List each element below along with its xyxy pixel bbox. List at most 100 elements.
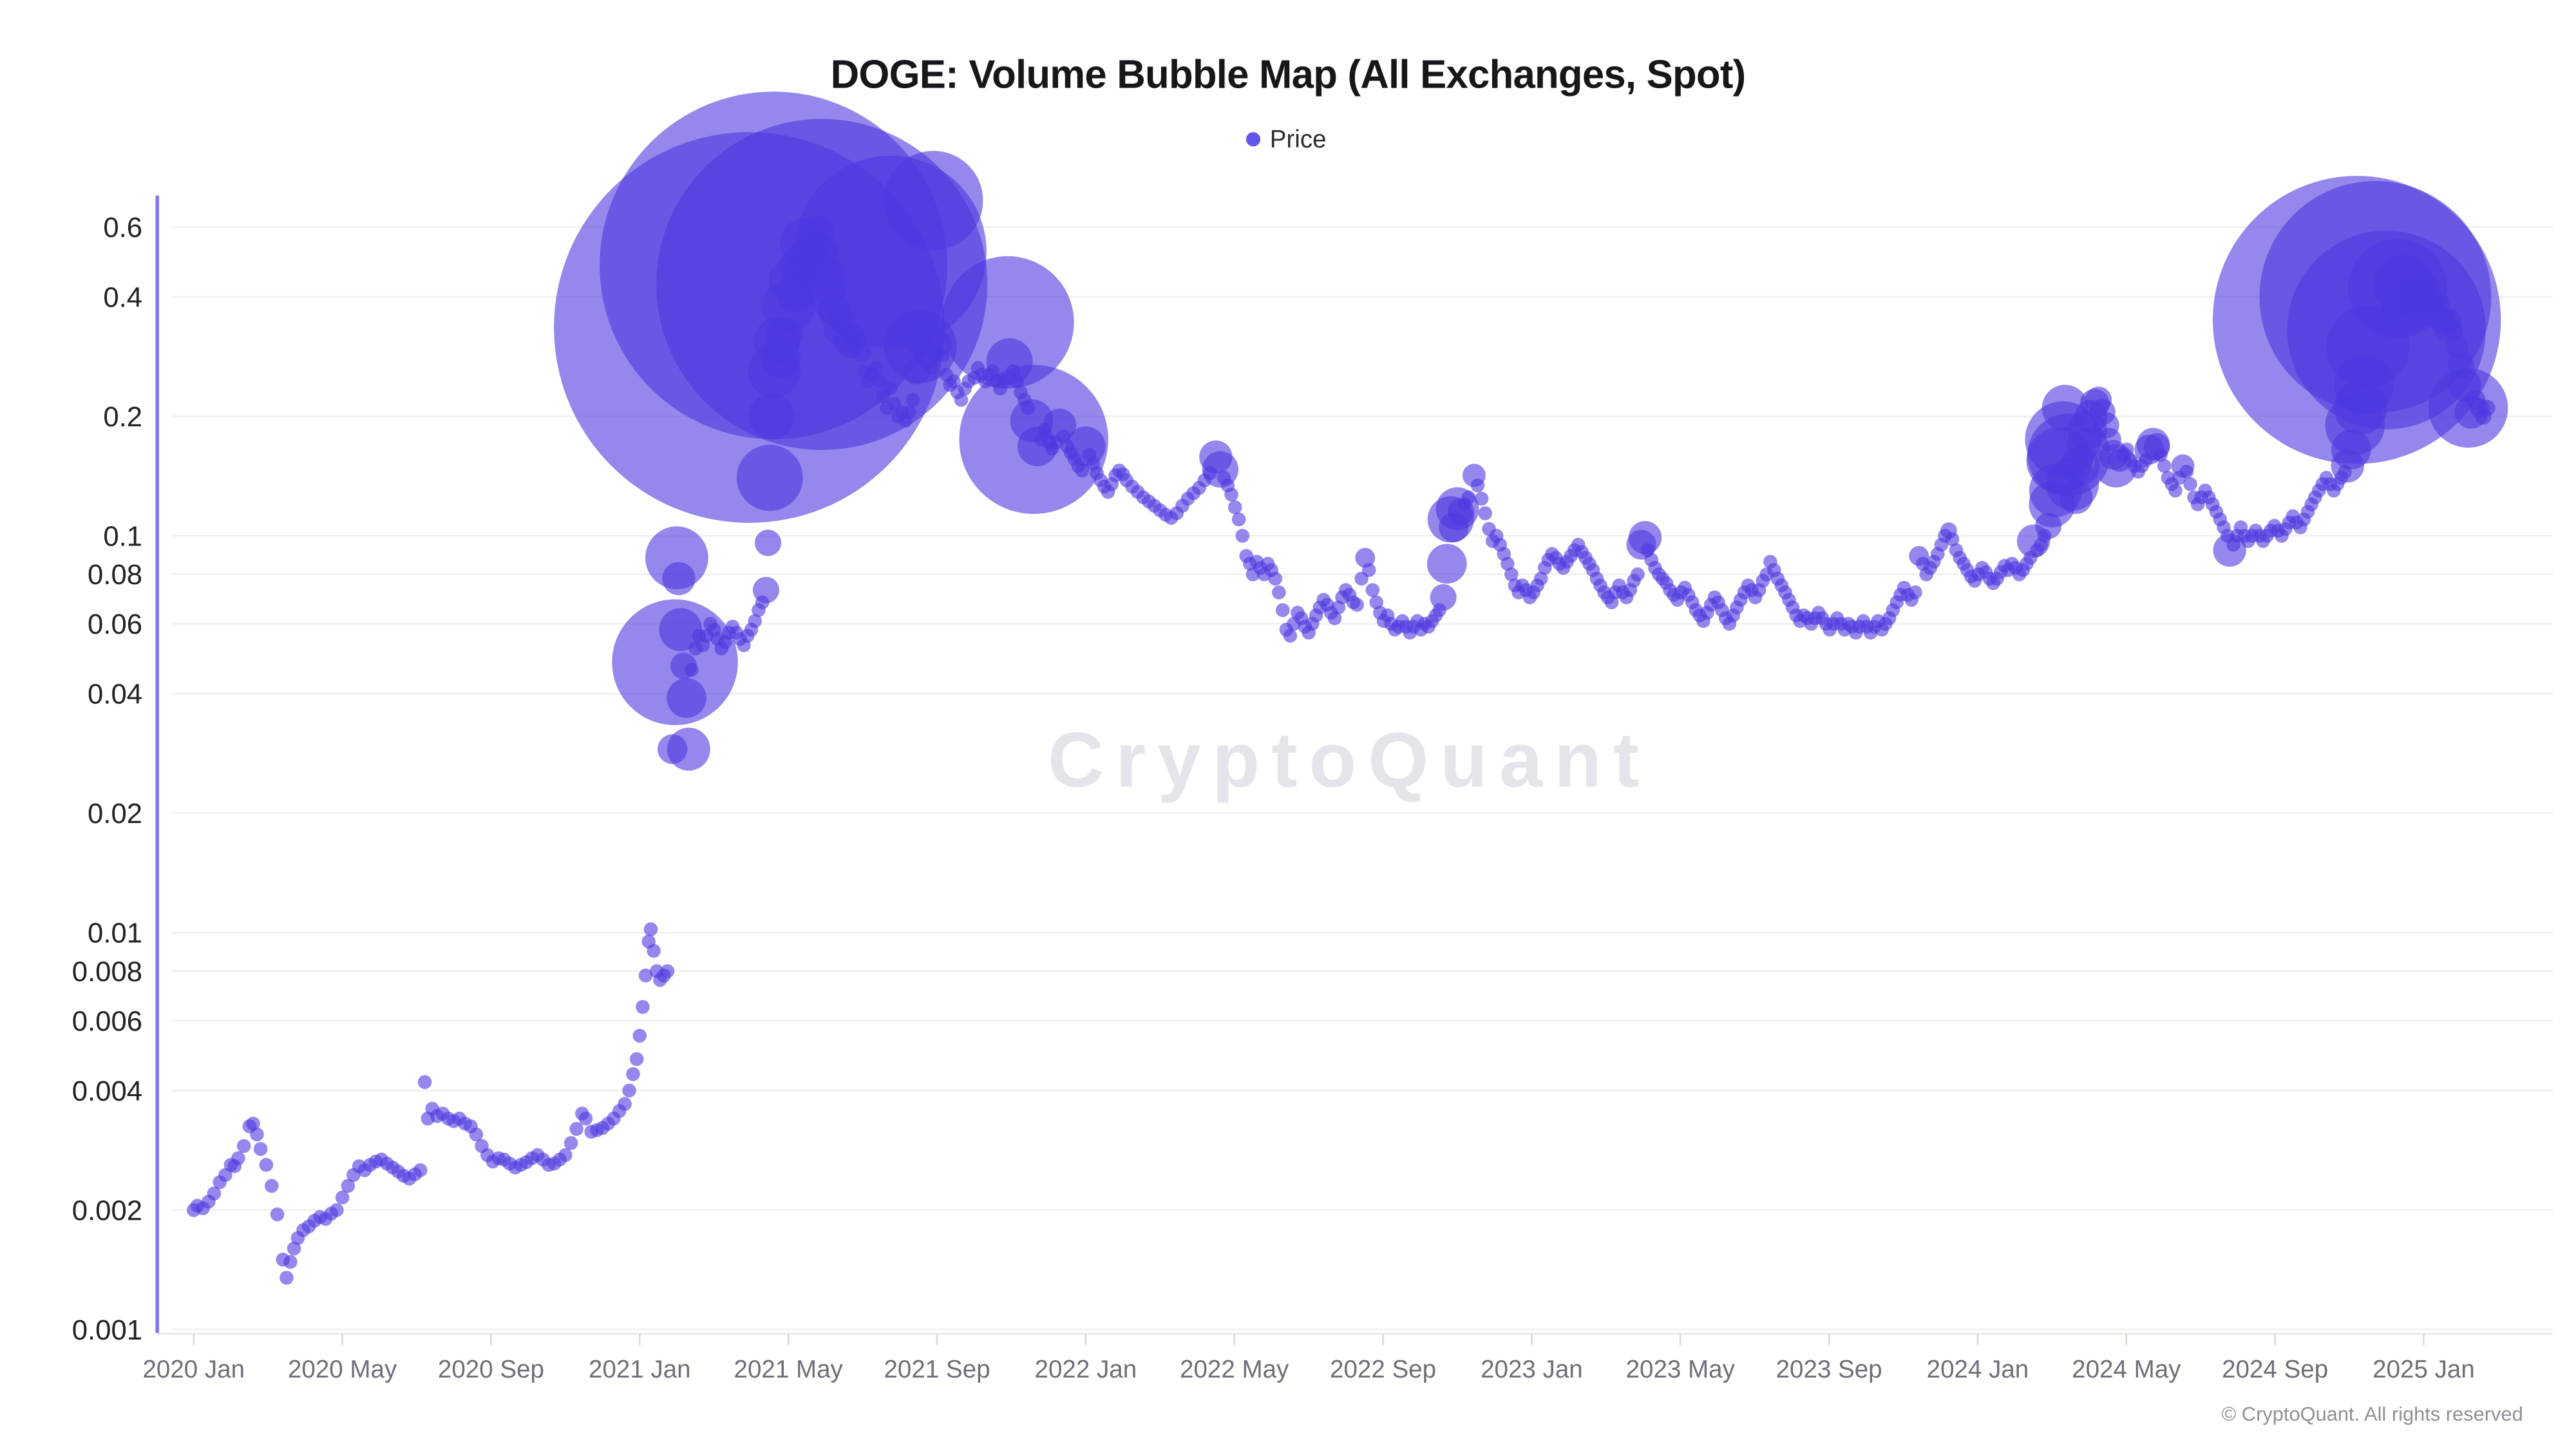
x-tick-label: 2020 May [288, 1356, 397, 1383]
data-bubble[interactable] [667, 727, 710, 771]
data-bubble[interactable] [941, 256, 1074, 389]
data-bubble[interactable] [2326, 305, 2410, 388]
data-bubble[interactable] [1231, 512, 1246, 527]
data-bubble[interactable] [1945, 532, 1960, 547]
data-bubble[interactable] [869, 361, 883, 375]
data-bubble[interactable] [270, 1207, 285, 1222]
x-tick-label: 2024 Sep [2222, 1356, 2328, 1383]
legend-label[interactable]: Price [1270, 126, 1327, 153]
data-bubble[interactable] [883, 381, 898, 396]
data-bubble[interactable] [335, 1190, 350, 1205]
data-bubble[interactable] [1478, 506, 1492, 520]
data-bubble[interactable] [2060, 480, 2093, 515]
price-bubble-series[interactable] [186, 91, 2508, 1285]
data-bubble[interactable] [2478, 399, 2496, 417]
data-bubble[interactable] [236, 1139, 251, 1153]
data-bubble[interactable] [1504, 567, 1519, 582]
data-bubble[interactable] [667, 678, 706, 718]
data-bubble[interactable] [659, 608, 703, 652]
data-bubble[interactable] [1369, 595, 1384, 610]
data-bubble[interactable] [685, 663, 699, 677]
data-bubble[interactable] [1355, 547, 1376, 568]
data-bubble[interactable] [2120, 442, 2134, 457]
data-bubble[interactable] [2179, 464, 2194, 479]
data-bubble[interactable] [638, 968, 653, 983]
data-bubble[interactable] [736, 444, 803, 511]
data-bubble[interactable] [283, 1255, 298, 1269]
data-bubble[interactable] [259, 1158, 274, 1172]
data-bubble[interactable] [1350, 598, 1364, 612]
data-bubble[interactable] [1501, 556, 1515, 571]
data-bubble[interactable] [578, 1112, 593, 1126]
data-bubble[interactable] [954, 393, 969, 407]
data-bubble[interactable] [246, 1116, 260, 1131]
data-bubble[interactable] [569, 1122, 583, 1136]
data-bubble[interactable] [2168, 483, 2183, 498]
data-bubble[interactable] [231, 1151, 245, 1166]
data-bubble[interactable] [2154, 448, 2168, 462]
data-bubble[interactable] [2183, 477, 2197, 491]
data-bubble[interactable] [1534, 571, 1548, 586]
data-bubble[interactable] [1430, 584, 1457, 611]
data-bubble[interactable] [330, 1203, 344, 1217]
data-bubble[interactable] [250, 1127, 264, 1142]
y-tick-label: 0.4 [103, 281, 142, 313]
data-bubble[interactable] [413, 1163, 428, 1177]
data-bubble[interactable] [341, 1179, 355, 1193]
data-bubble[interactable] [1474, 491, 1489, 506]
data-bubble[interactable] [1272, 585, 1286, 600]
data-bubble[interactable] [2443, 319, 2464, 340]
data-bubble[interactable] [629, 1052, 644, 1066]
data-bubble[interactable] [622, 1083, 636, 1098]
data-bubble[interactable] [662, 562, 696, 596]
y-tick-label: 0.02 [88, 798, 142, 829]
data-bubble[interactable] [558, 1148, 573, 1162]
data-bubble[interactable] [902, 405, 916, 419]
data-bubble[interactable] [1631, 567, 1645, 582]
data-bubble[interactable] [1235, 529, 1250, 543]
legend[interactable]: Price [1245, 126, 1327, 153]
data-bubble[interactable] [618, 1097, 632, 1112]
data-bubble[interactable] [1461, 490, 1476, 505]
data-bubble[interactable] [2157, 459, 2172, 473]
data-bubble[interactable] [1224, 488, 1238, 502]
data-bubble[interactable] [564, 1136, 578, 1150]
data-bubble[interactable] [752, 576, 780, 603]
data-bubble[interactable] [1275, 603, 1290, 618]
data-bubble[interactable] [253, 1142, 268, 1156]
data-bubble[interactable] [207, 1186, 222, 1201]
data-bubble[interactable] [265, 1179, 279, 1193]
data-bubble[interactable] [1227, 500, 1242, 515]
data-bubble[interactable] [632, 1028, 647, 1043]
data-bubble[interactable] [905, 393, 920, 407]
data-bubble[interactable] [1365, 583, 1380, 598]
data-bubble[interactable] [643, 922, 658, 936]
data-bubble[interactable] [924, 361, 939, 375]
data-bubble[interactable] [1283, 629, 1298, 643]
data-bubble[interactable] [279, 1271, 294, 1285]
data-bubble[interactable] [748, 614, 762, 629]
data-bubble[interactable] [851, 342, 871, 363]
data-bubble[interactable] [1628, 521, 1662, 554]
data-bubble[interactable] [636, 999, 650, 1014]
x-tick-label: 2022 Jan [1035, 1356, 1137, 1383]
data-bubble[interactable] [417, 1075, 432, 1090]
data-bubble[interactable] [1908, 585, 1922, 600]
data-bubble[interactable] [1361, 563, 1376, 577]
data-bubble[interactable] [947, 374, 961, 388]
data-bubble[interactable] [287, 1241, 301, 1256]
data-bubble[interactable] [1075, 463, 1090, 478]
data-bubble[interactable] [626, 1067, 640, 1081]
data-bubble[interactable] [469, 1127, 484, 1142]
data-bubble[interactable] [660, 964, 675, 978]
data-bubble[interactable] [884, 151, 983, 251]
data-bubble[interactable] [754, 529, 782, 556]
data-bubble[interactable] [748, 393, 795, 440]
data-bubble[interactable] [1268, 571, 1283, 586]
data-bubble[interactable] [1327, 611, 1342, 625]
data-bubble[interactable] [872, 374, 887, 388]
data-bubble[interactable] [647, 943, 661, 958]
data-bubble[interactable] [1470, 478, 1485, 493]
data-bubble[interactable] [1426, 544, 1467, 584]
data-bubble[interactable] [935, 348, 950, 363]
